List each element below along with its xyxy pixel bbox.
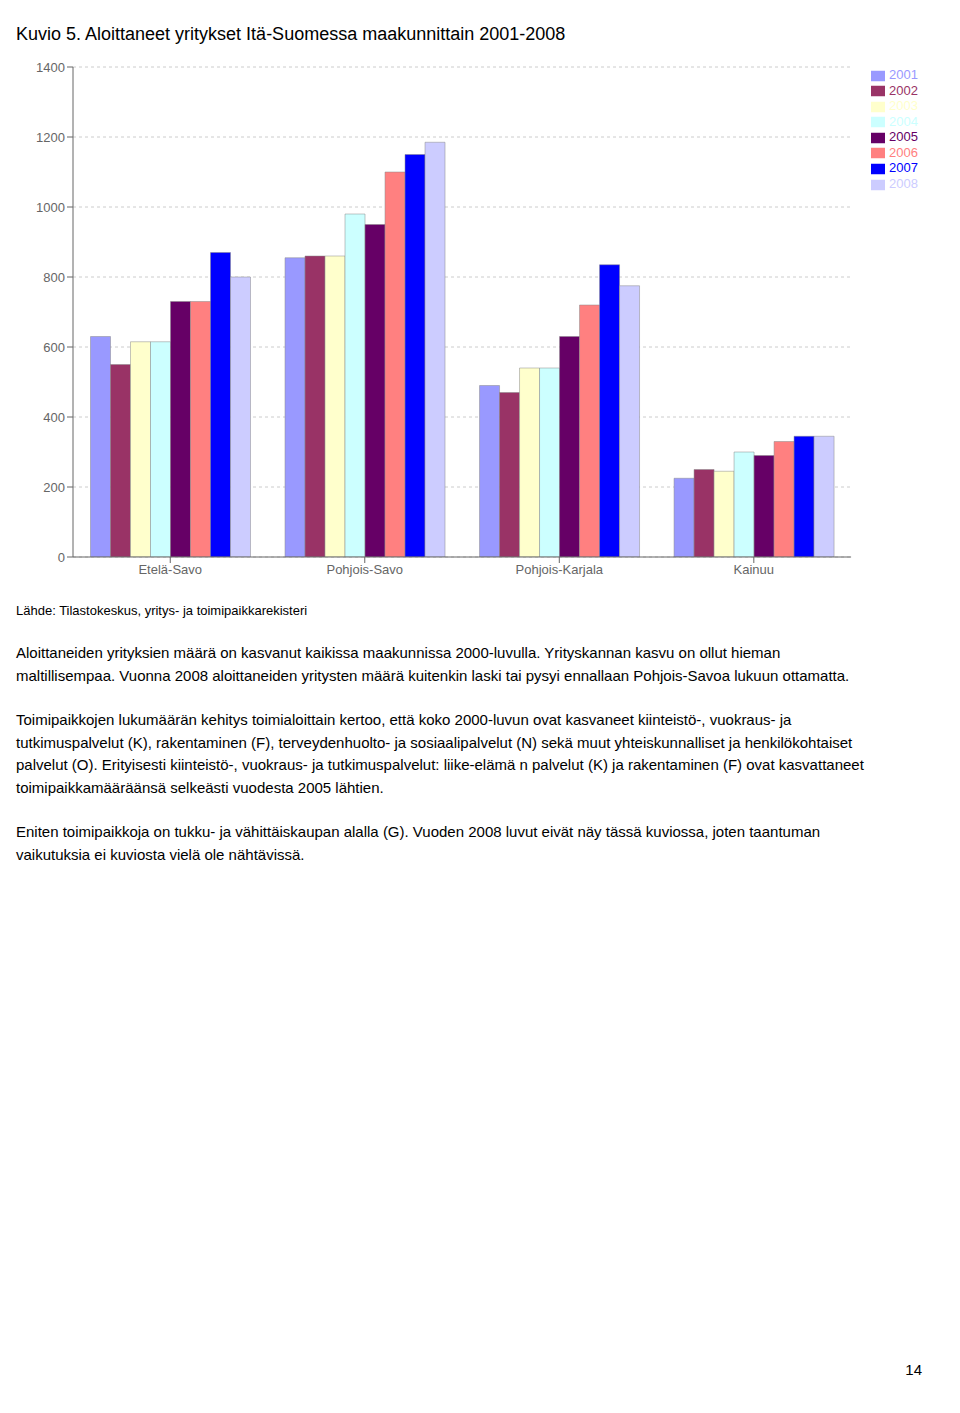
- html-text:Toimipaikkojen lukumäärän kehi: Toimipaikkojen lukumäärän kehitys toimia…: [16, 711, 864, 796]
- svg-text:1400: 1400: [36, 60, 65, 75]
- svg-text:1200: 1200: [36, 130, 65, 145]
- svg-text:800: 800: [43, 270, 65, 285]
- svg-text:Pohjois-Savo: Pohjois-Savo: [326, 562, 403, 577]
- html-text:Kuvio 5. Aloittaneet yritykset: Kuvio 5. Aloittaneet yritykset Itä-Suome…: [16, 24, 566, 44]
- html-text:2008: 2008: [889, 175, 918, 191]
- html-text:14: 14: [905, 1361, 922, 1378]
- svg-text:Pohjois-Karjala: Pohjois-Karjala: [516, 562, 604, 577]
- svg-text:600: 600: [43, 340, 65, 355]
- html-text:Aloittaneiden yrityksien määrä: Aloittaneiden yrityksien määrä on kasvan…: [16, 644, 850, 684]
- html-text:2007: 2007: [889, 160, 918, 176]
- svg-text:200: 200: [43, 480, 65, 495]
- svg-text:Kainuu: Kainuu: [734, 562, 774, 577]
- svg-text:Etelä-Savo: Etelä-Savo: [138, 562, 202, 577]
- html-text:Eniten toimipaikkoja on tukku-: Eniten toimipaikkoja on tukku- ja vähitt…: [16, 823, 821, 863]
- html-text:2002: 2002: [889, 82, 918, 98]
- svg-text:0: 0: [58, 550, 65, 565]
- html-text:2001: 2001: [889, 67, 918, 82]
- html-text:2003: 2003: [889, 98, 918, 114]
- svg-text:400: 400: [43, 410, 65, 425]
- html-text:2006: 2006: [889, 144, 918, 160]
- html-text:2005: 2005: [889, 129, 918, 145]
- html-text:2004: 2004: [889, 113, 918, 129]
- svg-text:1000: 1000: [36, 200, 65, 215]
- html-text:Lähde: Tilastokeskus, yritys-: Lähde: Tilastokeskus, yritys- ja toimipa…: [16, 603, 308, 618]
